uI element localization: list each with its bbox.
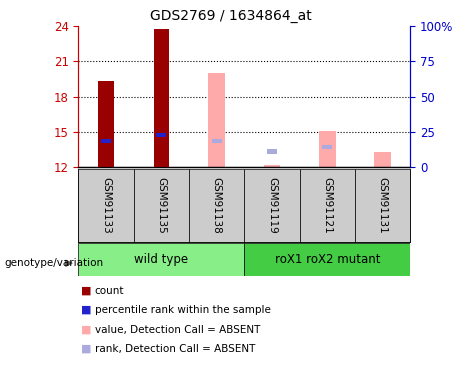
Bar [374,152,391,167]
Bar [156,133,166,138]
Bar [244,169,300,242]
Text: GDS2769 / 1634864_at: GDS2769 / 1634864_at [150,9,311,23]
Bar [244,243,410,276]
Bar [212,139,222,143]
Text: GSM91131: GSM91131 [378,177,388,234]
Text: ■: ■ [81,286,91,296]
Bar [300,169,355,242]
Bar [78,243,244,276]
Text: GSM91121: GSM91121 [322,177,332,234]
Text: GSM91133: GSM91133 [101,177,111,234]
Bar [78,169,134,242]
Text: GSM91119: GSM91119 [267,177,277,234]
Bar [98,81,114,167]
Text: roX1 roX2 mutant: roX1 roX2 mutant [275,253,380,266]
Bar [264,165,280,167]
Text: ■: ■ [81,344,91,354]
Text: GSM91138: GSM91138 [212,177,222,234]
Text: wild type: wild type [134,253,189,266]
Bar [322,145,332,149]
Bar [355,169,410,242]
Bar [208,73,225,167]
Text: GSM91135: GSM91135 [156,177,166,234]
Bar [101,139,111,143]
Bar [134,169,189,242]
Text: count: count [95,286,124,296]
Text: percentile rank within the sample: percentile rank within the sample [95,305,271,315]
Text: ■: ■ [81,305,91,315]
Text: genotype/variation: genotype/variation [5,258,104,268]
Bar [319,130,336,167]
Bar [189,169,244,242]
Bar [267,149,277,154]
Text: ■: ■ [81,325,91,334]
Text: rank, Detection Call = ABSENT: rank, Detection Call = ABSENT [95,344,255,354]
Bar [154,28,169,167]
Text: value, Detection Call = ABSENT: value, Detection Call = ABSENT [95,325,260,334]
